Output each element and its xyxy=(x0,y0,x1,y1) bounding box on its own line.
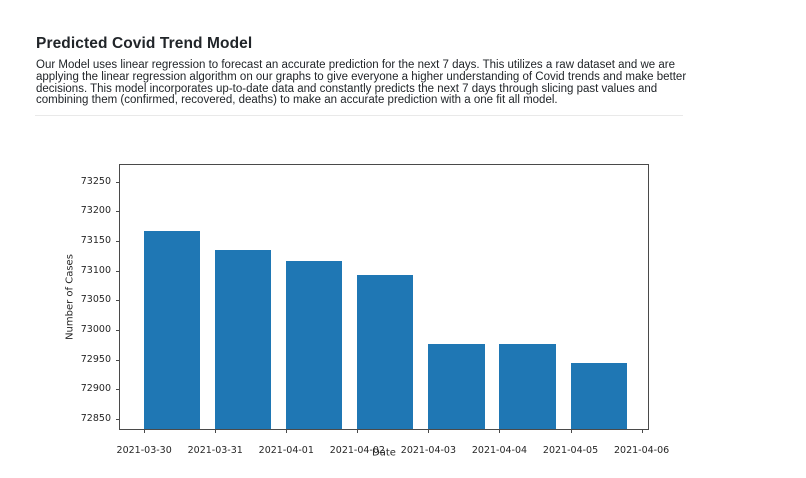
y-tick-mark xyxy=(116,181,119,183)
divider xyxy=(35,115,683,117)
bar-2021-04-05 xyxy=(570,362,627,429)
x-tick-label: 2021-04-01 xyxy=(258,445,314,456)
covid-trend-chart: Number of Cases Date 72850 72900 72950 7300… xyxy=(50,150,715,465)
bar-2021-03-30 xyxy=(144,230,201,429)
x-tick-label: 2021-03-31 xyxy=(187,445,243,456)
x-axis-title: Date xyxy=(372,447,396,459)
y-tick-mark xyxy=(116,389,119,391)
y-tick-label: 73200 xyxy=(80,205,111,217)
header-section: Predicted Covid Trend Model Our Model us… xyxy=(35,35,691,117)
y-tick-label: 73100 xyxy=(80,264,111,276)
y-tick-label: 73050 xyxy=(80,294,111,306)
x-tick-mark xyxy=(641,430,643,433)
x-tick-mark xyxy=(215,430,217,433)
x-tick-mark xyxy=(286,430,288,433)
bar-2021-03-31 xyxy=(215,249,272,429)
page-description: Our Model uses linear regression to fore… xyxy=(36,59,687,107)
x-tick-mark xyxy=(570,430,572,433)
x-tick-label: 2021-04-06 xyxy=(613,445,670,456)
x-tick-label: 2021-04-02 xyxy=(329,445,385,456)
y-tick-label: 73150 xyxy=(80,234,111,246)
x-tick-label: 2021-04-03 xyxy=(400,445,457,456)
x-tick-mark xyxy=(357,430,359,433)
y-tick-mark xyxy=(116,240,119,242)
bar-2021-04-03 xyxy=(428,343,485,429)
x-tick-mark xyxy=(144,430,146,433)
y-tick-mark xyxy=(116,359,119,361)
plot-area xyxy=(119,164,649,430)
x-tick-label: 2021-04-04 xyxy=(471,445,528,456)
y-tick-mark xyxy=(116,329,119,331)
y-tick-mark xyxy=(116,211,119,213)
x-tick-mark xyxy=(499,430,501,433)
y-tick-mark xyxy=(116,270,119,272)
x-tick-mark xyxy=(428,430,430,433)
y-tick-mark xyxy=(116,418,119,420)
bar-2021-04-02 xyxy=(357,275,414,429)
x-tick-label: 2021-03-30 xyxy=(116,445,172,456)
y-tick-label: 72900 xyxy=(80,383,111,395)
y-tick-label: 72850 xyxy=(80,412,111,424)
y-tick-mark xyxy=(116,300,119,302)
x-tick-label: 2021-04-05 xyxy=(542,445,599,456)
y-tick-label: 73000 xyxy=(80,323,111,335)
bar-2021-04-01 xyxy=(286,260,343,429)
y-tick-label: 73250 xyxy=(80,175,111,187)
page-title: Predicted Covid Trend Model xyxy=(36,35,253,52)
y-tick-label: 72950 xyxy=(80,353,111,365)
bar-2021-04-04 xyxy=(499,343,556,429)
